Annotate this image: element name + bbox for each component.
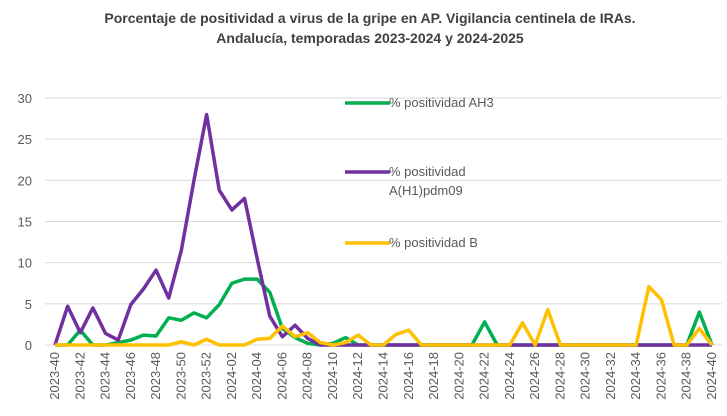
x-tick-label: 2024-26 xyxy=(527,352,542,400)
x-tick-label: 2023-44 xyxy=(98,352,113,400)
legend-label: % positividad AH3 xyxy=(389,95,494,110)
y-tick-label: 20 xyxy=(18,173,32,188)
x-tick-label: 2024-08 xyxy=(300,352,315,400)
x-tick-label: 2023-42 xyxy=(72,352,87,400)
x-tick-label: 2023-48 xyxy=(148,352,163,400)
y-tick-label: 25 xyxy=(18,132,32,147)
series-line xyxy=(55,284,714,347)
y-tick-label: 10 xyxy=(18,256,32,271)
y-tick-label: 0 xyxy=(25,338,32,353)
x-tick-label: 2024-40 xyxy=(704,352,719,400)
x-tick-label: 2023-52 xyxy=(199,352,214,400)
legend-label: % positividad A(H1)pdm09 xyxy=(389,164,466,198)
x-tick-label: 2024-16 xyxy=(401,352,416,400)
x-tick-label: 2024-18 xyxy=(426,352,441,400)
x-tick-label: 2024-02 xyxy=(224,352,239,400)
x-tick-label: 2023-46 xyxy=(123,352,138,400)
x-tick-label: 2024-14 xyxy=(376,352,391,400)
x-tick-label: 2023-50 xyxy=(173,352,188,400)
x-tick-label: 2024-24 xyxy=(502,352,517,400)
x-tick-label: 2023-40 xyxy=(47,352,62,400)
x-tick-label: 2024-36 xyxy=(653,352,668,400)
y-tick-label: 15 xyxy=(18,215,32,230)
chart-title: Porcentaje de positividad a virus de la … xyxy=(104,10,636,46)
x-tick-label: 2024-10 xyxy=(325,352,340,400)
x-tick-label: 2024-20 xyxy=(451,352,466,400)
x-tick-label: 2024-30 xyxy=(578,352,593,400)
y-tick-label: 30 xyxy=(18,91,32,106)
series-line xyxy=(55,277,714,347)
x-tick-label: 2024-04 xyxy=(249,352,264,400)
x-tick-label: 2024-32 xyxy=(603,352,618,400)
x-tick-label: 2024-22 xyxy=(477,352,492,400)
x-tick-label: 2024-28 xyxy=(552,352,567,400)
y-tick-label: 5 xyxy=(25,297,32,312)
series-line xyxy=(53,112,712,347)
legend-label: % positividad B xyxy=(389,235,478,250)
x-tick-label: 2024-12 xyxy=(350,352,365,400)
x-tick-label: 2024-34 xyxy=(628,352,643,400)
x-tick-label: 2024-06 xyxy=(274,352,289,400)
x-tick-label: 2024-38 xyxy=(679,352,694,400)
